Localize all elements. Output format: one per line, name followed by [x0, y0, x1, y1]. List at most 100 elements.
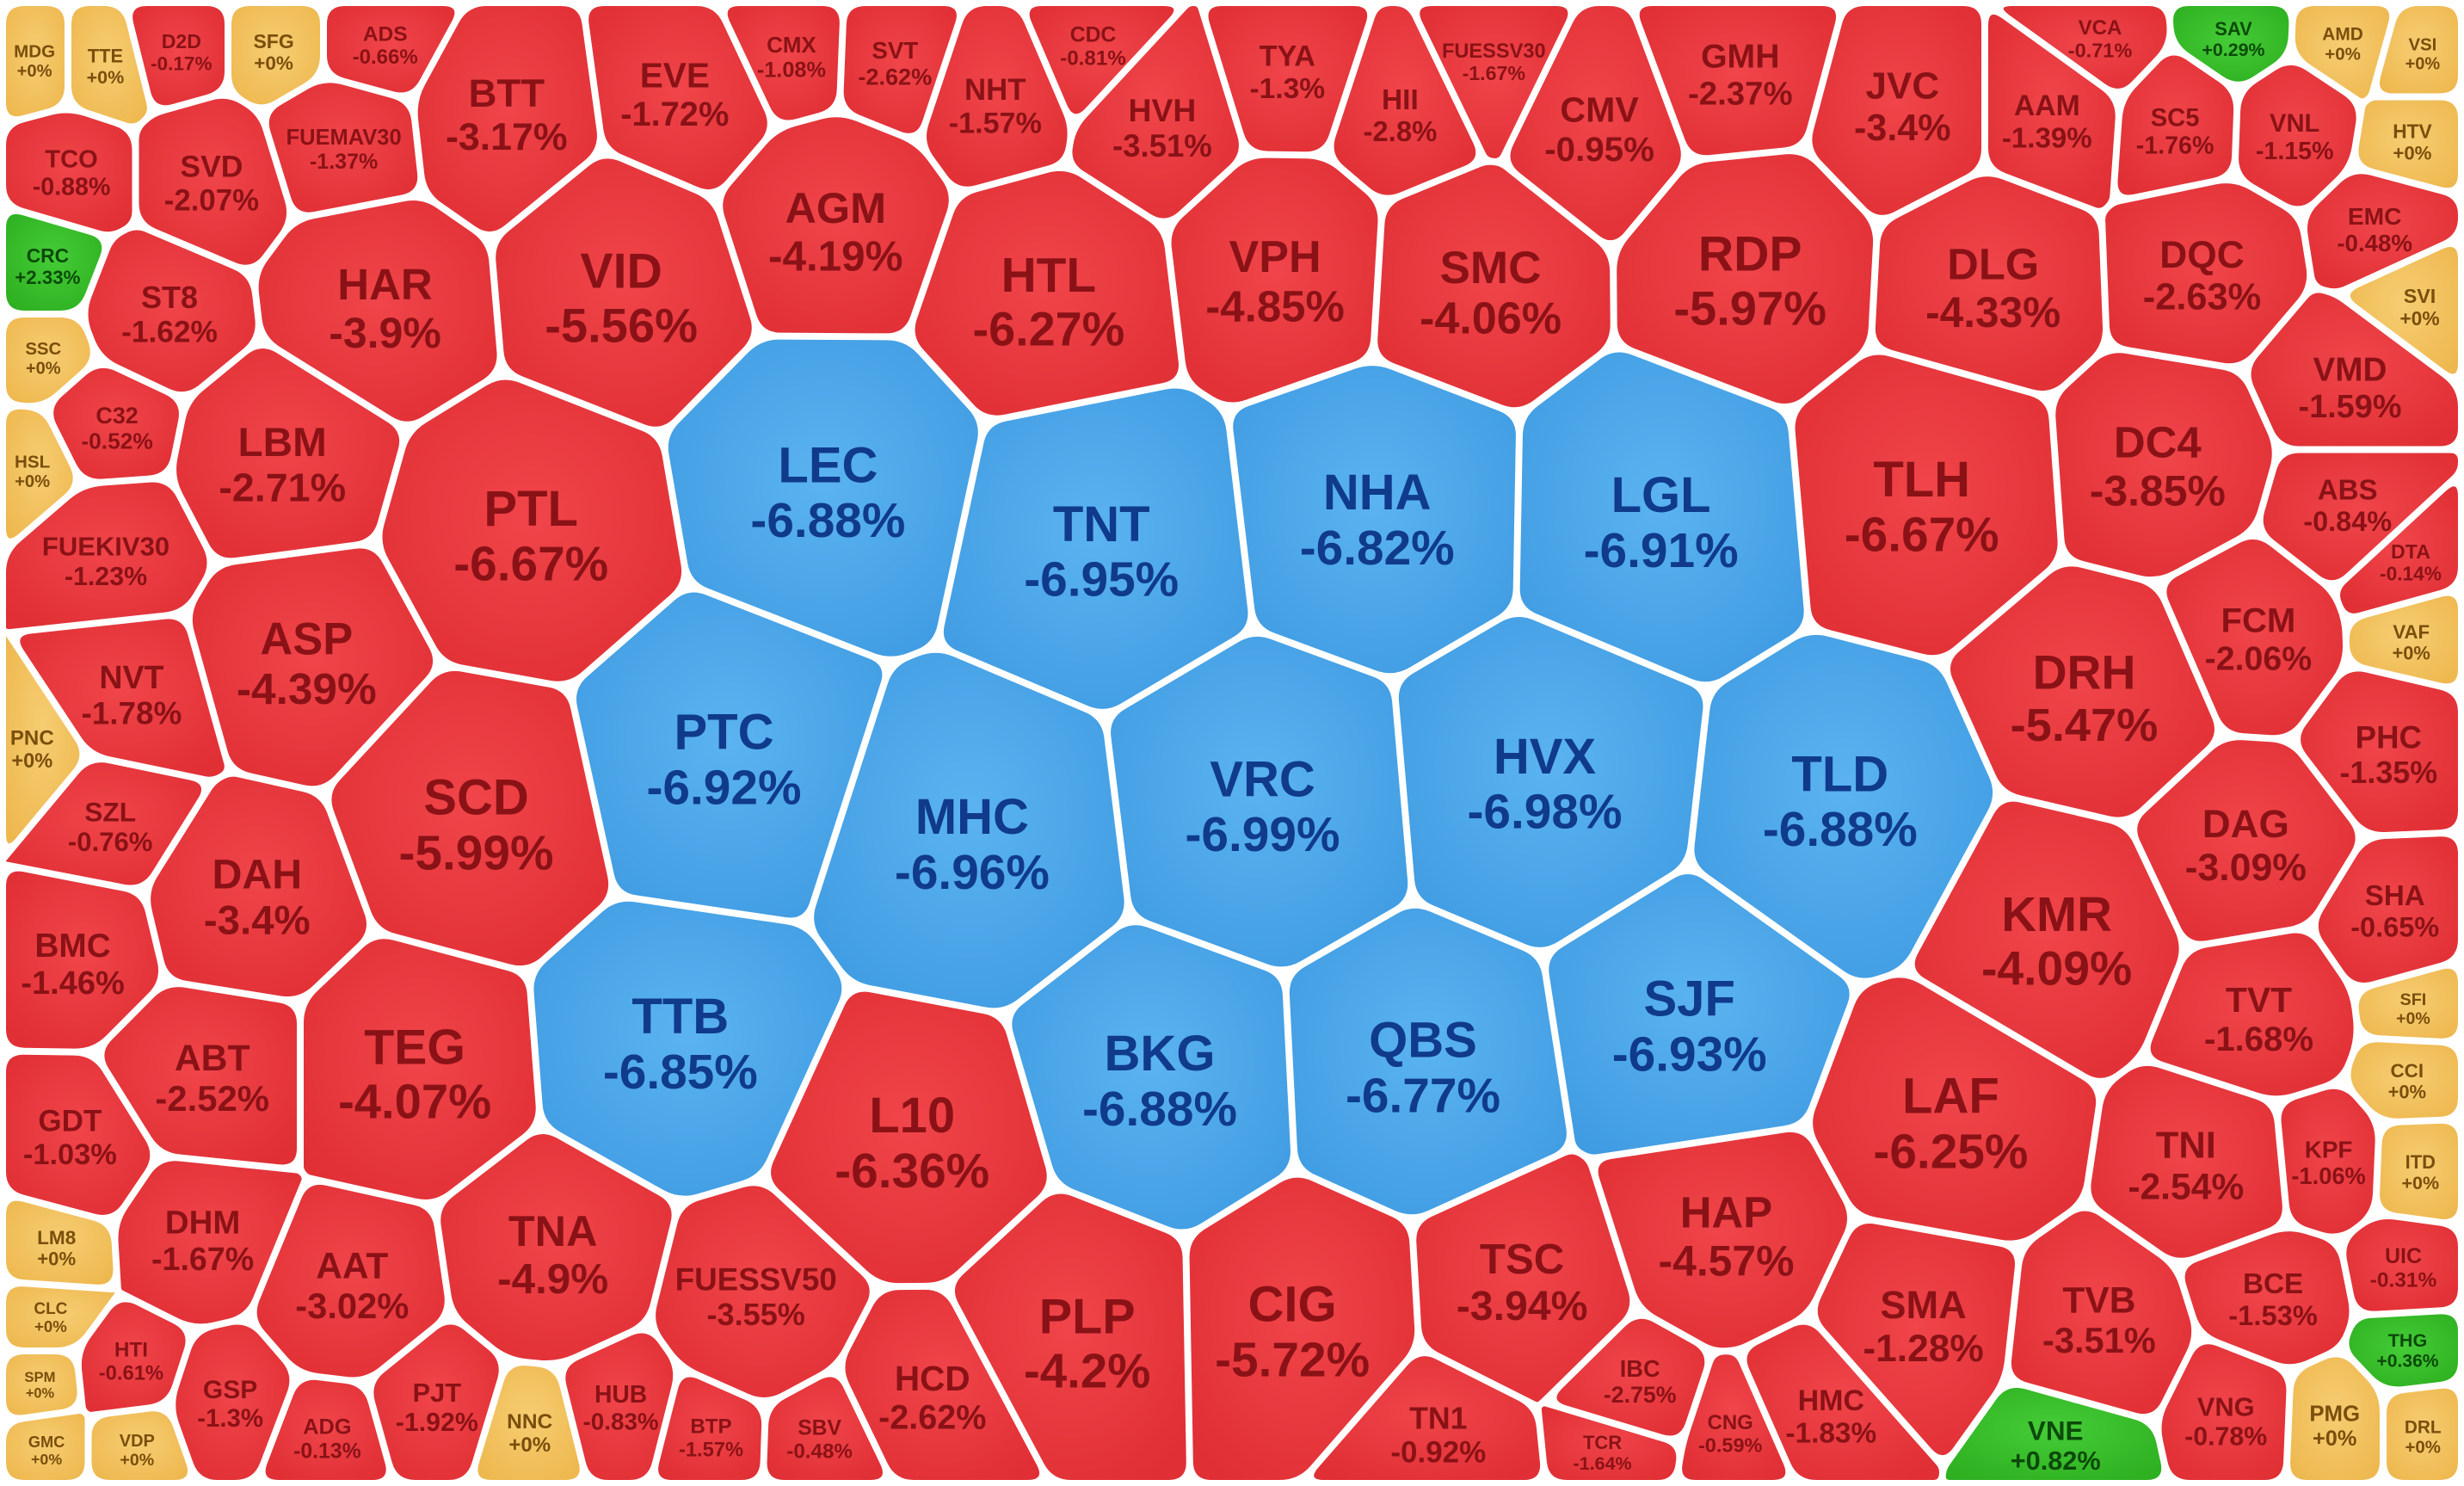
cell-plp[interactable]: [952, 1192, 1188, 1482]
cell-vsi[interactable]: [2377, 4, 2460, 96]
cell-dc4[interactable]: [2054, 351, 2274, 579]
cell-tna[interactable]: [439, 1132, 674, 1362]
cell-sfi[interactable]: [2356, 966, 2460, 1040]
cell-vne[interactable]: [1943, 1385, 2164, 1482]
cell-cng[interactable]: [1680, 1353, 1788, 1482]
cell-ssc[interactable]: [4, 316, 92, 405]
cell-bce[interactable]: [2183, 1230, 2351, 1366]
cell-sha[interactable]: [2316, 835, 2460, 985]
cell-uic[interactable]: [2344, 1218, 2460, 1313]
cell-nha[interactable]: [1231, 364, 1518, 675]
cell-pnc[interactable]: [4, 633, 82, 846]
cell-svd[interactable]: [137, 96, 289, 267]
cell-nht[interactable]: [925, 4, 1069, 188]
cell-har[interactable]: [256, 199, 499, 423]
cell-kpf[interactable]: [2279, 1087, 2377, 1236]
cell-smc[interactable]: [1376, 163, 1612, 410]
cell-tlh[interactable]: [1793, 353, 2060, 657]
cell-spm[interactable]: [4, 1353, 79, 1417]
cell-jvc[interactable]: [1810, 4, 1983, 217]
cell-dag[interactable]: [2135, 738, 2357, 943]
cell-tya[interactable]: [1206, 4, 1370, 154]
cell-vrc[interactable]: [1109, 634, 1410, 969]
cell-ads[interactable]: [325, 4, 457, 95]
cell-gsp[interactable]: [174, 1323, 292, 1482]
cell-abt[interactable]: [102, 985, 299, 1167]
cell-dhm[interactable]: [116, 1159, 304, 1326]
cell-abs[interactable]: [2261, 451, 2460, 583]
cell-lm8[interactable]: [4, 1199, 115, 1286]
cell-dah[interactable]: [149, 774, 368, 999]
cell-cig[interactable]: [1187, 1175, 1417, 1482]
cell-vng[interactable]: [2159, 1342, 2288, 1482]
cell-kmr[interactable]: [1913, 799, 2181, 1080]
cell-drh[interactable]: [1948, 564, 2216, 819]
cell-tld[interactable]: [1692, 632, 1995, 980]
cell-asp[interactable]: [190, 546, 435, 788]
cell-bmc[interactable]: [4, 869, 161, 1051]
cell-sfg[interactable]: [230, 4, 322, 107]
cell-itd[interactable]: [2378, 1121, 2460, 1221]
cell-htv[interactable]: [2356, 98, 2460, 190]
cell-bkg[interactable]: [1010, 923, 1292, 1231]
cell-vph[interactable]: [1169, 156, 1380, 404]
cell-vnl[interactable]: [2237, 63, 2358, 208]
cell-hub[interactable]: [564, 1331, 675, 1482]
cell-btp[interactable]: [656, 1375, 764, 1482]
cell-tcr[interactable]: [1539, 1404, 1679, 1482]
cell-ttb[interactable]: [532, 899, 844, 1198]
cell-aat[interactable]: [255, 1182, 447, 1379]
cell-vca[interactable]: [2001, 4, 2169, 90]
cell-svt[interactable]: [841, 4, 958, 135]
cell-dlg[interactable]: [1873, 175, 2105, 393]
cell-vaf[interactable]: [2347, 594, 2460, 686]
cell-vid[interactable]: [494, 157, 754, 429]
cell-ibc[interactable]: [1555, 1316, 1707, 1438]
cell-aam[interactable]: [1987, 12, 2117, 210]
cell-gmc[interactable]: [4, 1411, 87, 1482]
cell-hmc[interactable]: [1745, 1323, 1942, 1482]
cell-hcd[interactable]: [843, 1287, 1042, 1482]
cell-dta[interactable]: [2338, 484, 2460, 615]
cell-laf[interactable]: [1811, 976, 2098, 1242]
cell-szl[interactable]: [4, 761, 204, 887]
cell-vdp[interactable]: [89, 1409, 190, 1482]
cell-cdc[interactable]: [1027, 4, 1176, 116]
cell-fuekiv30[interactable]: [4, 480, 209, 632]
cell-gdt[interactable]: [4, 1052, 152, 1217]
cell-teg[interactable]: [302, 937, 538, 1201]
cell-lbm[interactable]: [175, 346, 402, 560]
cell-hap[interactable]: [1596, 1130, 1849, 1350]
cell-tnt[interactable]: [941, 386, 1250, 711]
cell-phc[interactable]: [2299, 669, 2460, 835]
cell-thg[interactable]: [2347, 1312, 2460, 1389]
cell-adg[interactable]: [263, 1378, 388, 1482]
cell-sjf[interactable]: [1547, 872, 1851, 1156]
cell-fcm[interactable]: [2165, 537, 2345, 737]
cell-hsl[interactable]: [4, 407, 75, 540]
cell-tsc[interactable]: [1414, 1152, 1632, 1404]
cell-lec[interactable]: [666, 337, 980, 658]
cell-hvh[interactable]: [1070, 4, 1241, 220]
cell-pjt[interactable]: [372, 1323, 501, 1482]
cell-tco[interactable]: [4, 111, 134, 234]
cell-clc[interactable]: [4, 1285, 118, 1349]
cell-mhc[interactable]: [812, 651, 1126, 1010]
cell-amd[interactable]: [2293, 4, 2392, 101]
cell-hti[interactable]: [79, 1300, 188, 1414]
cell-dqc[interactable]: [2104, 182, 2309, 366]
cell-qbs[interactable]: [1287, 906, 1568, 1217]
cell-htl[interactable]: [913, 169, 1180, 417]
cell-fuessv50[interactable]: [654, 1184, 872, 1399]
cell-tvb[interactable]: [2009, 1209, 2194, 1416]
cell-eve[interactable]: [587, 4, 769, 192]
cell-sc5[interactable]: [2116, 53, 2236, 197]
cell-c32[interactable]: [52, 366, 181, 481]
cell-scd[interactable]: [330, 669, 611, 968]
cell-tvt[interactable]: [2148, 931, 2356, 1098]
cell-ptl[interactable]: [380, 378, 684, 683]
cell-d2d[interactable]: [131, 4, 226, 108]
cell-drl[interactable]: [2385, 1386, 2460, 1482]
cell-sma[interactable]: [1815, 1221, 2017, 1458]
cell-cmv[interactable]: [1508, 4, 1683, 243]
